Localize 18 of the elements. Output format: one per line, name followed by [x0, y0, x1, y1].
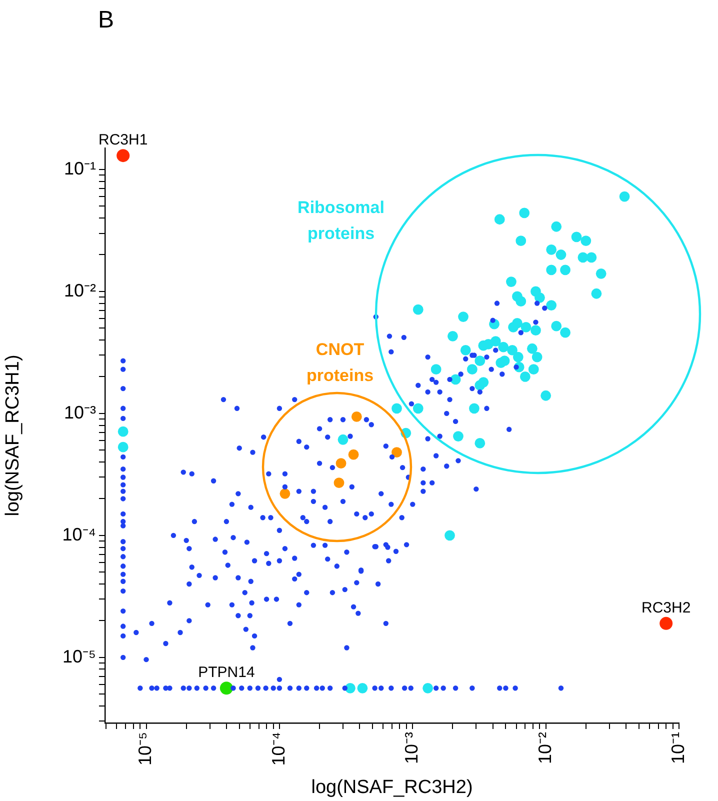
x-tick-label: 10⁻¹ [668, 732, 688, 764]
x-tick-label: 10⁻⁴ [268, 732, 288, 766]
y-tick-label: 10⁻⁴ [62, 524, 96, 544]
x-tick-label: 10⁻² [534, 732, 555, 764]
y-axis-title: log(NSAF_RC3H1) [2, 354, 24, 516]
y-tick-label: 10⁻¹ [64, 158, 96, 178]
annotation: PTPN14 [198, 664, 255, 682]
annotation: RC3H2 [642, 599, 691, 616]
x-tick-label: 10⁻³ [402, 732, 422, 764]
y-tick-label: 10⁻² [64, 280, 96, 300]
chart-title: B [98, 6, 114, 34]
y-tick-label: 10⁻³ [64, 402, 96, 422]
x-axis-title: log(NSAF_RC3H2) [311, 776, 473, 798]
y-tick-label: 10⁻⁵ [62, 646, 96, 666]
annotation: RC3H1 [98, 132, 148, 149]
annotation: CNOT proteins [306, 340, 374, 385]
annotation: Ribosomal proteins [298, 198, 384, 243]
x-tick-label: 10⁻⁵ [135, 732, 156, 766]
